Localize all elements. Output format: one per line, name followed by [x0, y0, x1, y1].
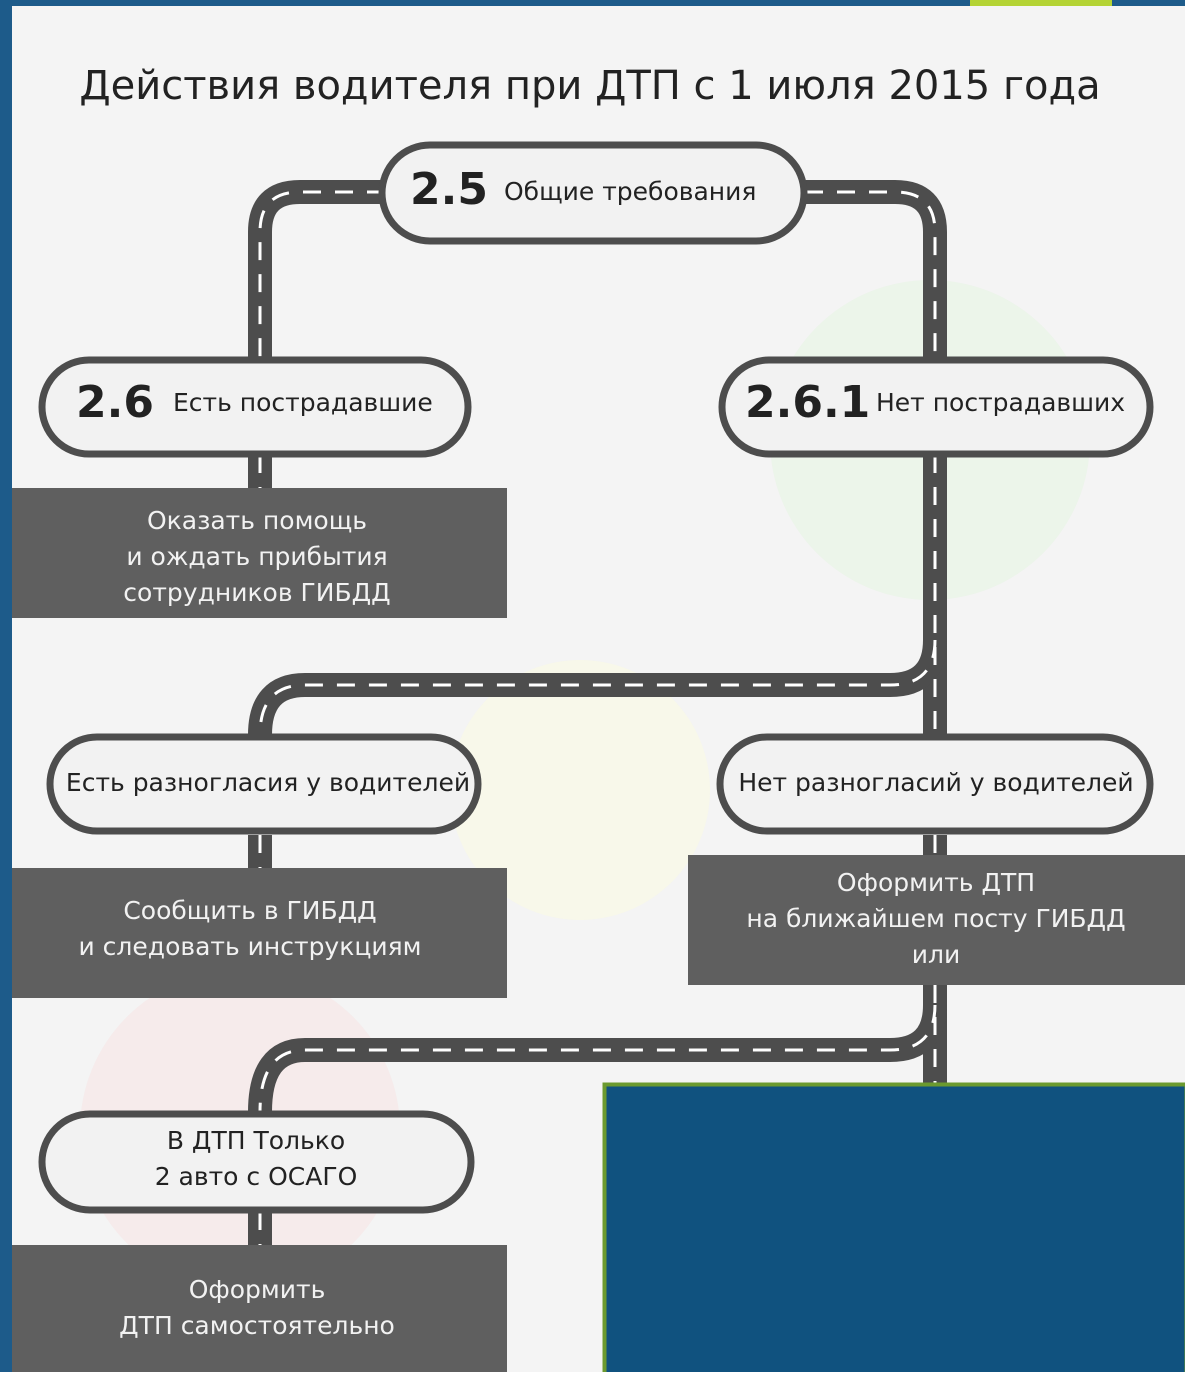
action-text: Оформить	[189, 1275, 326, 1304]
node-label: В ДТП Только	[167, 1126, 345, 1155]
action-text: Оформить ДТП	[837, 868, 1035, 897]
infographic: Действия водителя при ДТП с 1 июля 2015 …	[0, 0, 1185, 1372]
node-number: 2.5	[410, 164, 488, 215]
action-text: на ближайшем посту ГИБДД	[746, 904, 1125, 933]
tab	[970, 0, 1112, 6]
node-label: Есть пострадавшие	[173, 388, 433, 417]
node-number: 2.6.1	[745, 377, 870, 428]
node-label: Нет разногласий у водителей	[738, 768, 1133, 797]
action-text: Сообщить в ГИБДД	[123, 896, 376, 925]
node-number: 2.6	[76, 377, 154, 428]
action-text: Оказать помощь	[147, 506, 367, 535]
node-label: 2 авто с ОСАГО	[155, 1162, 358, 1191]
title: Действия водителя при ДТП с 1 июля 2015 …	[79, 63, 1100, 109]
overlay-panel	[605, 1085, 1185, 1373]
node-label: Есть разногласия у водителей	[66, 768, 470, 797]
action-box	[12, 1245, 507, 1372]
action-text: и ождать прибытия	[126, 542, 387, 571]
node-label: Нет пострадавших	[876, 388, 1125, 417]
action-text: и следовать инструкциям	[78, 932, 421, 961]
node-label: Общие требования	[504, 177, 756, 206]
action-text: ДТП самостоятельно	[119, 1311, 395, 1340]
action-text: или	[912, 940, 960, 969]
action-text: сотрудников ГИБДД	[123, 578, 390, 607]
